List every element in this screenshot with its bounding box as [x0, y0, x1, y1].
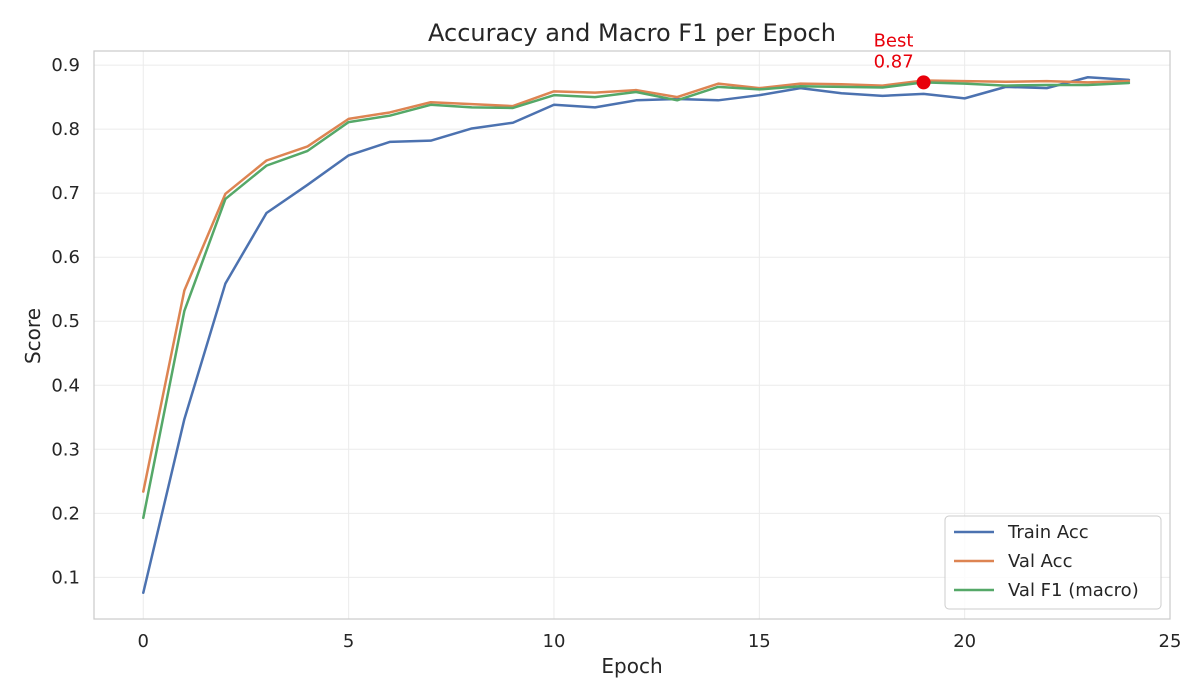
x-tick-label: 25 — [1159, 631, 1182, 652]
x-tick-label: 20 — [953, 631, 976, 652]
legend-label-val-f1: Val F1 (macro) — [1008, 580, 1139, 601]
best-point-marker — [916, 75, 931, 90]
y-tick-label: 0.6 — [51, 247, 80, 268]
y-axis-label: Score — [21, 308, 45, 364]
best-annotation-value: 0.87 — [874, 51, 914, 72]
plot-frame — [93, 50, 1171, 620]
grid — [94, 51, 1171, 619]
series-line-val-acc — [142, 79, 1131, 493]
series-line-val-f1-macro — [142, 81, 1131, 520]
best-annotation-label: Best — [874, 30, 914, 51]
y-tick-label: 0.7 — [51, 183, 80, 204]
x-tick-label: 10 — [543, 631, 566, 652]
chart-title: Accuracy and Macro F1 per Epoch — [428, 19, 836, 47]
y-tick-labels: 0.1 0.2 0.3 0.4 0.5 0.6 0.7 0.8 0.9 — [51, 55, 80, 588]
y-tick-label: 0.2 — [51, 503, 80, 524]
y-tick-label: 0.1 — [51, 567, 80, 588]
y-tick-label: 0.4 — [51, 375, 80, 396]
x-tick-label: 15 — [748, 631, 771, 652]
x-tick-label: 0 — [138, 631, 149, 652]
legend-label-train-acc: Train Acc — [1007, 522, 1089, 543]
legend: Train Acc Val Acc Val F1 (macro) — [944, 515, 1162, 610]
x-axis-label: Epoch — [601, 654, 662, 678]
legend-label-val-acc: Val Acc — [1008, 551, 1072, 572]
y-tick-label: 0.9 — [51, 55, 80, 76]
y-tick-label: 0.3 — [51, 439, 80, 460]
y-tick-label: 0.8 — [51, 119, 80, 140]
x-tick-label: 5 — [343, 631, 354, 652]
series-line-train-acc — [142, 76, 1131, 594]
series-layer — [142, 76, 1131, 594]
x-tick-labels: 0 5 10 15 20 25 — [138, 631, 1182, 652]
legend-box — [944, 515, 1162, 610]
y-tick-label: 0.5 — [51, 311, 80, 332]
